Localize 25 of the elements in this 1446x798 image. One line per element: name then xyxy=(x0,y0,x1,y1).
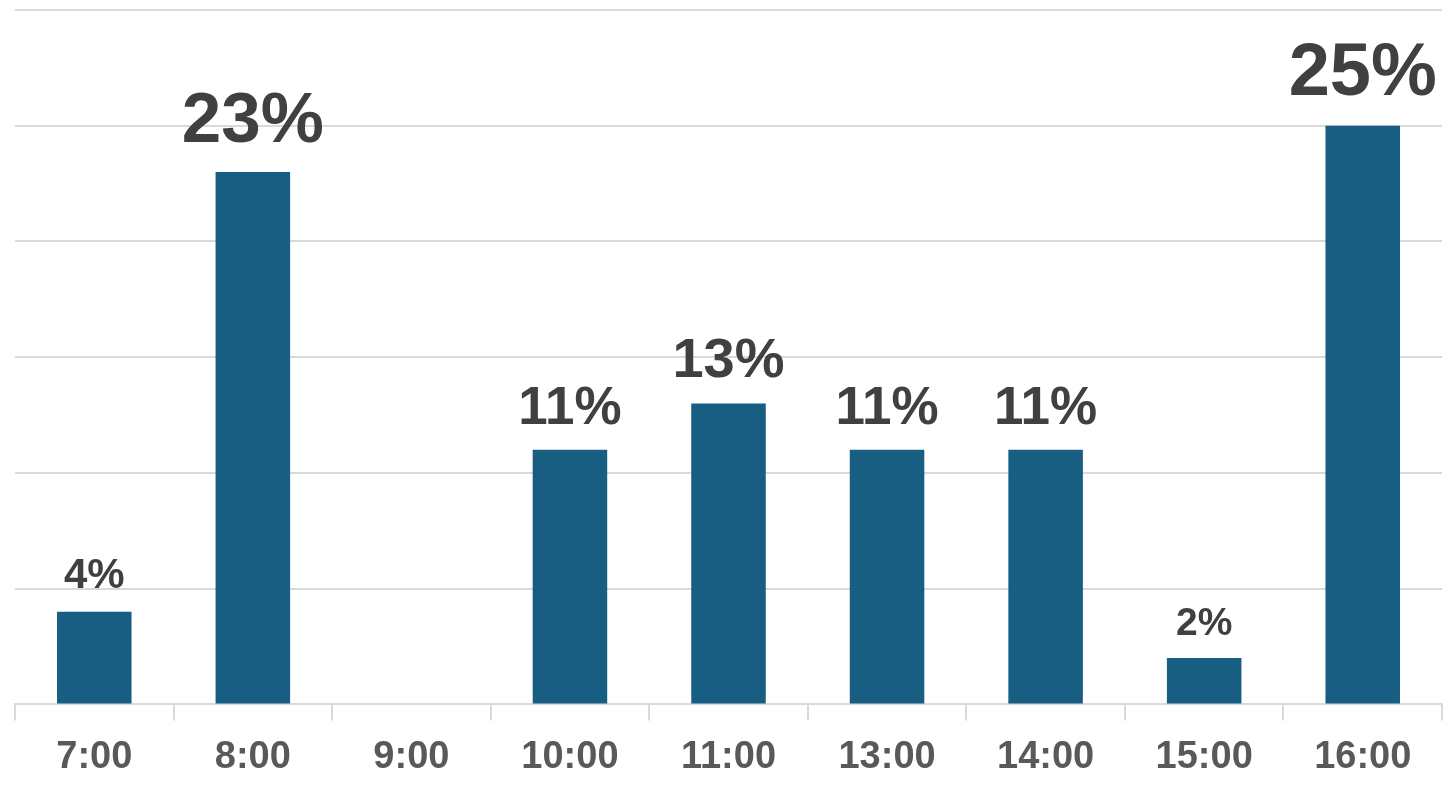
bar xyxy=(849,449,925,704)
x-tick-label: 13:00 xyxy=(838,733,936,776)
bar xyxy=(1325,125,1400,704)
bar xyxy=(215,172,291,704)
data-label: 2% xyxy=(1175,600,1233,644)
x-tick-label: 16:00 xyxy=(1314,733,1412,776)
data-label: 25% xyxy=(1288,28,1437,112)
data-label: 13% xyxy=(672,325,785,389)
bar xyxy=(1008,449,1083,704)
data-label: 4% xyxy=(63,550,125,598)
data-label: 11% xyxy=(994,375,1098,435)
x-tick-label: 11:00 xyxy=(680,733,777,776)
x-tick-label: 8:00 xyxy=(214,733,291,776)
x-tick-label: 10:00 xyxy=(521,733,619,776)
data-label: 23% xyxy=(181,78,324,158)
x-tick-label: 14:00 xyxy=(997,733,1095,776)
x-tick-label: 15:00 xyxy=(1155,733,1253,776)
bar xyxy=(532,449,608,704)
data-label: 11% xyxy=(518,375,622,435)
x-tick-label: 7:00 xyxy=(56,733,133,776)
bar xyxy=(1166,658,1242,704)
data-label: 11% xyxy=(835,375,939,435)
bar xyxy=(691,403,766,704)
x-tick-label: 9:00 xyxy=(373,733,450,776)
bar xyxy=(57,611,132,704)
